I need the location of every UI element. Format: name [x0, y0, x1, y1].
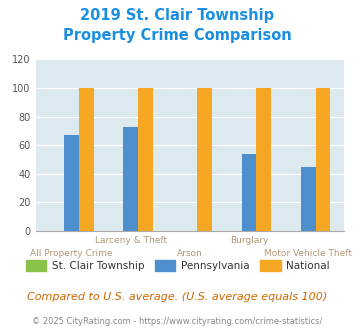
Text: © 2025 CityRating.com - https://www.cityrating.com/crime-statistics/: © 2025 CityRating.com - https://www.city… — [32, 317, 323, 326]
Text: All Property Crime: All Property Crime — [31, 249, 113, 258]
Bar — [301, 167, 316, 231]
Bar — [256, 88, 271, 231]
Bar — [124, 127, 138, 231]
Bar — [242, 154, 256, 231]
Legend: St. Clair Township, Pennsylvania, National: St. Clair Township, Pennsylvania, Nation… — [22, 256, 333, 275]
Bar — [197, 88, 212, 231]
Text: Compared to U.S. average. (U.S. average equals 100): Compared to U.S. average. (U.S. average … — [27, 292, 328, 302]
Text: 2019 St. Clair Township: 2019 St. Clair Township — [81, 8, 274, 23]
Text: Larceny & Theft: Larceny & Theft — [95, 236, 167, 245]
Text: Motor Vehicle Theft: Motor Vehicle Theft — [264, 249, 352, 258]
Text: Burglary: Burglary — [230, 236, 268, 245]
Bar — [138, 88, 153, 231]
Bar — [64, 135, 79, 231]
Bar — [316, 88, 330, 231]
Bar — [79, 88, 94, 231]
Text: Property Crime Comparison: Property Crime Comparison — [63, 28, 292, 43]
Text: Arson: Arson — [177, 249, 203, 258]
